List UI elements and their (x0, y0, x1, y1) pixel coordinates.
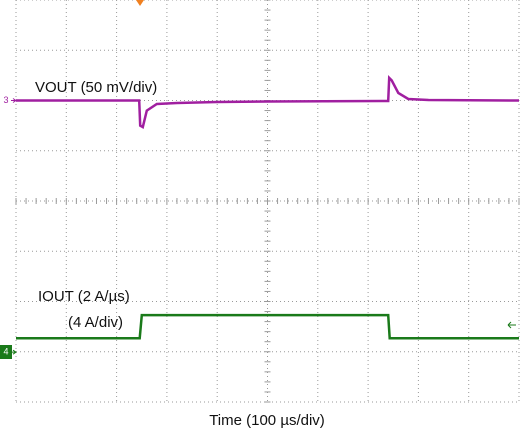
channel-arrow (11, 98, 17, 103)
legend-label: (4 A/div) (68, 314, 123, 331)
grid (15, 0, 520, 403)
channel-arrow (11, 349, 17, 355)
channel-label: 3 (3, 95, 8, 105)
trace (16, 75, 520, 130)
legend-label: VOUT (50 mV/div) (35, 79, 157, 96)
channel-badge (0, 345, 12, 359)
trigger-level-marker (507, 321, 516, 329)
trigger-marker (136, 0, 144, 6)
x-axis-label: Time (100 µs/div) (209, 412, 325, 429)
channel-label: 4 (3, 347, 8, 357)
legend-label: IOUT (2 A/µs) (38, 288, 130, 305)
trace (16, 313, 519, 340)
